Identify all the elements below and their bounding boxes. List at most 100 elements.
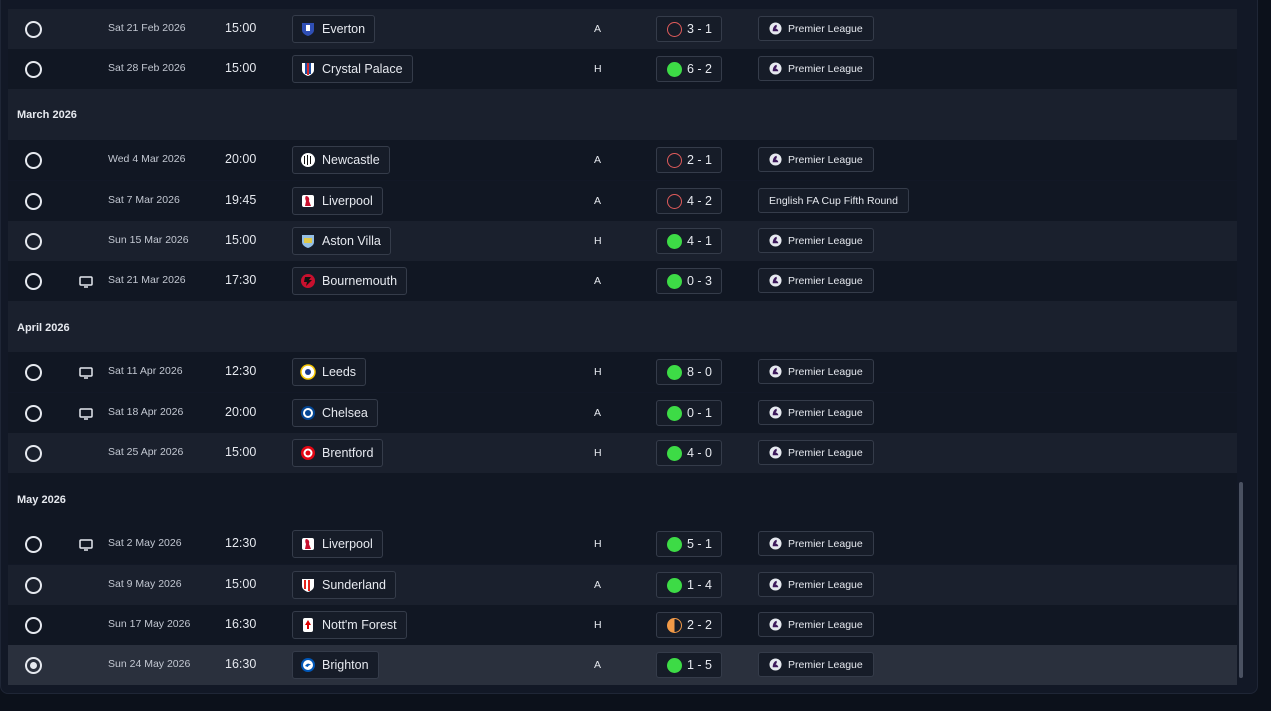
select-radio[interactable] [25, 61, 42, 78]
opponent-button[interactable]: Liverpool [292, 530, 383, 558]
opponent-button[interactable]: Liverpool [292, 187, 383, 215]
fixture-row[interactable]: Sat 7 Mar 2026 19:45 Liverpool A 4 - 2 Englis… [8, 181, 1237, 221]
result-button[interactable]: 0 - 3 [656, 268, 723, 294]
fixture-date: Sun 24 May 2026 [108, 658, 191, 670]
premier-league-icon [769, 234, 782, 247]
score: 0 - 3 [687, 274, 713, 288]
competition-button[interactable]: Premier League [758, 228, 874, 253]
competition-name: Premier League [788, 153, 863, 166]
competition-button[interactable]: Premier League [758, 400, 874, 425]
competition-button[interactable]: Premier League [758, 440, 874, 465]
select-radio[interactable] [25, 445, 42, 462]
fixture-row[interactable]: Sat 2 May 2026 12:30 Liverpool H 5 - 1 Premie… [8, 524, 1237, 564]
score: 1 - 4 [687, 578, 713, 592]
newcastle-crest-icon [300, 152, 316, 168]
fixture-row[interactable]: Sat 21 Mar 2026 17:30 Bournemouth A 0 - 3 Pre… [8, 261, 1237, 301]
month-header: May 2026 [8, 473, 1237, 525]
competition-button[interactable]: English FA Cup Fifth Round [758, 188, 909, 213]
loss-result-icon [667, 21, 682, 37]
fixture-row[interactable]: Sat 25 Apr 2026 15:00 Brentford H 4 - 0 Premi… [8, 433, 1237, 473]
fixture-row[interactable]: Sat 9 May 2026 15:00 Sunderland A 1 - 4 Premi… [8, 565, 1237, 605]
premier-league-icon [769, 446, 782, 459]
fixture-time: 16:30 [225, 617, 257, 631]
result-button[interactable]: 5 - 1 [656, 531, 723, 557]
competition-button[interactable]: Premier League [758, 531, 874, 556]
scrollbar-thumb[interactable] [1239, 482, 1243, 678]
opponent-button[interactable]: Aston Villa [292, 227, 391, 255]
fixture-row[interactable]: Sat 18 Apr 2026 20:00 Chelsea A 0 - 1 Premier… [8, 393, 1237, 433]
result-button[interactable]: 2 - 1 [656, 147, 723, 173]
venue: H [594, 619, 602, 631]
result-button[interactable]: 6 - 2 [656, 56, 723, 82]
competition-button[interactable]: Premier League [758, 652, 874, 677]
select-radio[interactable] [25, 193, 42, 210]
venue: A [594, 195, 602, 207]
competition-name: English FA Cup Fifth Round [769, 194, 898, 207]
opponent-button[interactable]: Brentford [292, 439, 384, 467]
fixture-row[interactable]: Sun 15 Mar 2026 15:00 Aston Villa H 4 - 1 Pre… [8, 221, 1237, 261]
opponent-button[interactable]: Sunderland [292, 571, 396, 599]
fixture-date: Sat 18 Apr 2026 [108, 406, 184, 418]
opponent-button[interactable]: Leeds [292, 358, 367, 386]
fixture-date: Sat 25 Apr 2026 [108, 446, 184, 458]
result-button[interactable]: 4 - 0 [656, 440, 723, 466]
competition-button[interactable]: Premier League [758, 612, 874, 637]
select-radio[interactable] [25, 405, 42, 422]
competition-button[interactable]: Premier League [758, 147, 874, 172]
opponent-button[interactable]: Chelsea [292, 399, 378, 427]
result-button[interactable]: 8 - 0 [656, 359, 723, 385]
opponent-button[interactable]: Everton [292, 15, 376, 43]
bournemouth-crest-icon [300, 273, 316, 289]
result-button[interactable]: 2 - 2 [656, 612, 723, 638]
select-radio[interactable] [25, 21, 42, 38]
venue: H [594, 63, 602, 75]
fixture-time: 20:00 [225, 152, 257, 166]
fixture-row[interactable]: Sat 11 Apr 2026 12:30 Leeds H 8 - 0 Premier L… [8, 352, 1237, 392]
competition-button[interactable]: Premier League [758, 359, 874, 384]
select-radio[interactable] [25, 617, 42, 634]
select-radio[interactable] [25, 273, 42, 290]
fixture-row[interactable]: Sun 17 May 2026 16:30 Nott'm Forest H 2 - 2 P… [8, 605, 1237, 645]
result-button[interactable]: 0 - 1 [656, 400, 723, 426]
result-button[interactable]: 1 - 5 [656, 652, 723, 678]
premier-league-icon [769, 406, 782, 419]
score: 5 - 1 [687, 537, 713, 551]
draw-result-icon [667, 617, 682, 633]
opponent-button[interactable]: Newcastle [292, 146, 390, 174]
fixture-time: 12:30 [225, 364, 257, 378]
month-header: April 2026 [8, 301, 1237, 353]
result-button[interactable]: 1 - 4 [656, 572, 723, 598]
venue: H [594, 366, 602, 378]
select-radio[interactable] [25, 233, 42, 250]
result-button[interactable]: 3 - 1 [656, 16, 723, 42]
fixture-time: 16:30 [225, 657, 257, 671]
tv-icon [79, 407, 93, 420]
select-radio[interactable] [25, 364, 42, 381]
fixture-time: 15:00 [225, 233, 257, 247]
fixture-row[interactable]: Sat 21 Feb 2026 15:00 Everton A 3 - 1 Premier… [8, 9, 1237, 49]
opponent-button[interactable]: Bournemouth [292, 267, 408, 295]
fixture-time: 12:30 [225, 536, 257, 550]
fixtures-panel: Sat 21 Feb 2026 15:00 Everton A 3 - 1 Premier… [0, 0, 1258, 694]
fixture-row[interactable]: Wed 4 Mar 2026 20:00 Newcastle A 2 - 1 Premie… [8, 140, 1237, 180]
opponent-button[interactable]: Nott'm Forest [292, 611, 407, 639]
fixture-row[interactable]: Sat 28 Feb 2026 15:00 Crystal Palace H 6 - 2… [8, 49, 1237, 89]
opponent-button[interactable]: Brighton [292, 651, 379, 679]
venue: H [594, 447, 602, 459]
result-button[interactable]: 4 - 2 [656, 188, 723, 214]
select-radio[interactable] [25, 536, 42, 553]
select-radio[interactable] [25, 577, 42, 594]
score: 0 - 1 [687, 406, 713, 420]
select-radio[interactable] [25, 152, 42, 169]
tv-icon [79, 538, 93, 551]
competition-button[interactable]: Premier League [758, 16, 874, 41]
competition-name: Premier League [788, 658, 863, 671]
result-button[interactable]: 4 - 1 [656, 228, 723, 254]
competition-button[interactable]: Premier League [758, 268, 874, 293]
fixture-row[interactable]: Sun 24 May 2026 16:30 Brighton A 1 - 5 Premie… [8, 645, 1237, 685]
opponent-button[interactable]: Crystal Palace [292, 55, 413, 83]
competition-button[interactable]: Premier League [758, 56, 874, 81]
select-radio[interactable] [25, 657, 42, 674]
competition-button[interactable]: Premier League [758, 572, 874, 597]
competition-name: Premier League [788, 406, 863, 419]
